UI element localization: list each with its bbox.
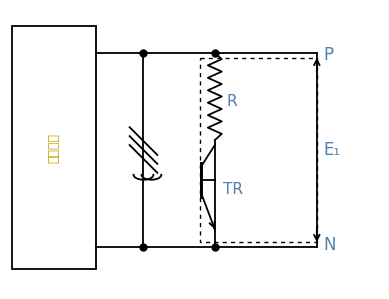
Bar	[12, 26, 96, 269]
Text: P: P	[324, 46, 334, 64]
Text: N: N	[324, 236, 336, 254]
Text: 정유회로: 정유회로	[47, 132, 60, 163]
Bar	[200, 58, 317, 242]
Text: TR: TR	[223, 182, 243, 197]
Text: R: R	[227, 94, 237, 109]
Text: E₁: E₁	[324, 141, 341, 159]
